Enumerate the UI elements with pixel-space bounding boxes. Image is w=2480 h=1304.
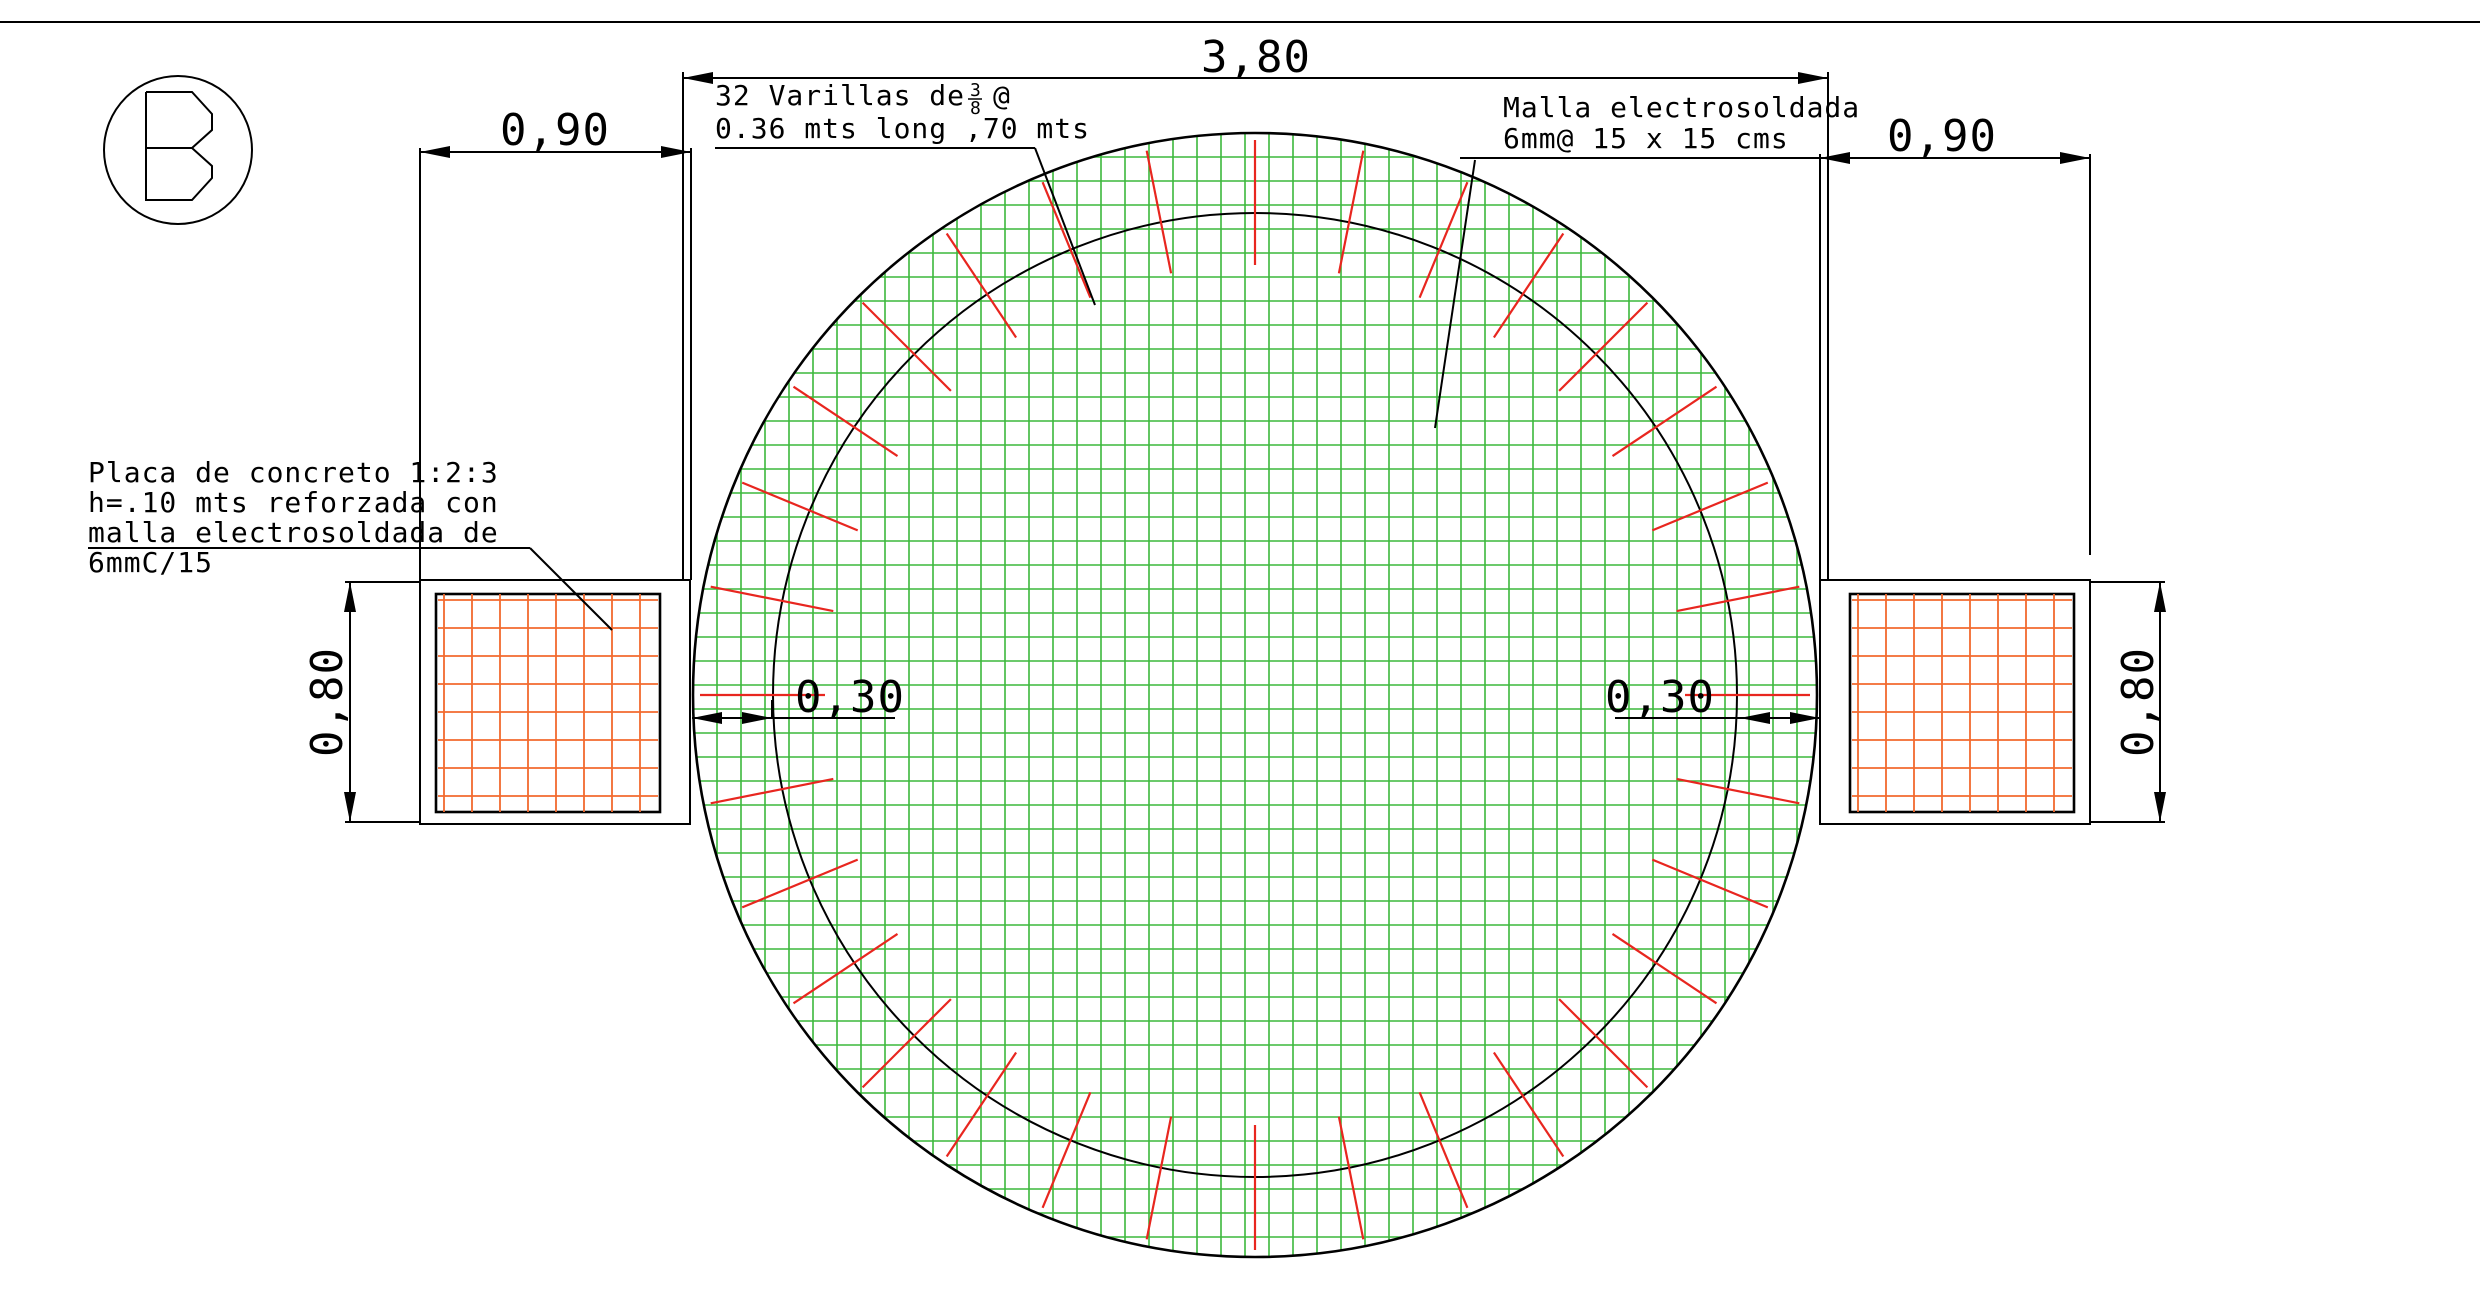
radial-rebar [1492, 232, 1565, 339]
right-wing [1819, 579, 2091, 825]
left-wing [419, 579, 691, 825]
dim-rh-arrow-top [2154, 582, 2166, 612]
note-rebars-frac-num: 3 [970, 80, 981, 101]
note-mesh-line2: 6mm@ 15 x 15 cms [1503, 122, 1789, 155]
radial-rebar [1651, 481, 1769, 532]
dim-right-arrow-a [1820, 152, 1850, 164]
radial-rebar [1418, 1091, 1469, 1209]
radial-rebar [861, 301, 952, 392]
radial-rebar [710, 777, 834, 805]
dimension-left-offset: 0,30 [692, 672, 905, 724]
section-marker-circle [103, 75, 253, 225]
radial-rebar [710, 585, 834, 613]
radial-rebar [1041, 181, 1092, 299]
dim-lo-label: 0,30 [795, 672, 905, 723]
note-rebars-frac-den: 8 [970, 98, 981, 119]
radial-rebar [1145, 1116, 1173, 1240]
section-marker-label: B [10, 9, 11, 11]
tank-outer-circle [691, 131, 1819, 1259]
dim-ro-label: 0,30 [1605, 672, 1715, 723]
dim-right-arrow-b [2060, 152, 2090, 164]
dim-lh-arrow-bottom [344, 792, 356, 822]
note-rebars: 32 Varillas de 3 8 @ 0.36 mts long ,70 m… [715, 79, 1096, 306]
dim-left-label: 0,90 [500, 105, 610, 156]
radial-rebar [1492, 1051, 1565, 1158]
dim-left-arrow-a [420, 146, 450, 158]
radial-rebar [1611, 385, 1718, 458]
dimension-right-wing-width: 0,90 [1819, 111, 2091, 580]
radial-rebars [700, 140, 1810, 1250]
radial-rebar [741, 858, 859, 909]
radial-rebar [792, 385, 899, 458]
radial-rebar [1676, 585, 1800, 613]
note-mesh-leader [1434, 159, 1476, 429]
right-wing-outer [1819, 579, 2091, 825]
note-rebars-line2: 0.36 mts long ,70 mts [715, 112, 1090, 145]
dim-overall-arrow-right [1798, 72, 1828, 84]
radial-rebar [792, 932, 899, 1005]
dim-rh-label: 0,80 [2113, 647, 2164, 757]
note-rebars-leader [1034, 147, 1096, 306]
note-mesh-line1: Malla electrosoldada [1503, 91, 1860, 124]
dim-left-arrow-b [661, 146, 691, 158]
dim-ro-arrow-b [1790, 712, 1820, 724]
radial-rebar [945, 1051, 1018, 1158]
radial-rebar [1651, 858, 1769, 909]
section-marker-letter-b [145, 91, 213, 201]
left-wing-outer [419, 579, 691, 825]
radial-rebar [1558, 301, 1649, 392]
dimension-left-wing-height: 0,80 [302, 581, 420, 823]
note-rebars-line1: 32 Varillas de [715, 79, 965, 112]
dimension-right-wing-height: 0,80 [2090, 581, 2166, 823]
note-slab-line3: malla electrosoldada de [88, 516, 499, 549]
dimension-left-wing-width: 0,90 [419, 105, 692, 580]
radial-rebar [1611, 932, 1718, 1005]
radial-rebar [945, 232, 1018, 339]
note-mesh: Malla electrosoldada 6mm@ 15 x 15 cms [1434, 91, 1860, 429]
left-wing-mesh [438, 594, 658, 812]
dim-right-label: 0,90 [1887, 111, 1997, 162]
left-wing-inner [434, 592, 662, 814]
dim-lo-arrow-b [742, 712, 772, 724]
radial-rebar [1337, 150, 1365, 274]
note-slab-line1: Placa de concreto 1:2:3 [88, 456, 499, 489]
dimension-right-offset: 0,30 [1605, 672, 1820, 724]
dim-lh-label: 0,80 [302, 647, 353, 757]
radial-rebar [741, 481, 859, 532]
radial-rebar [1676, 777, 1800, 805]
dim-overall-label: 3,80 [1201, 32, 1311, 83]
right-wing-inner [1848, 592, 2076, 814]
dim-lh-arrow-top [344, 582, 356, 612]
note-slab-leader [529, 547, 613, 631]
note-slab-line2: h=.10 mts reforzada con [88, 486, 499, 519]
note-rebars-prefix: 32 Varillas de [715, 79, 965, 112]
dim-rh-arrow-bottom [2154, 792, 2166, 822]
radial-rebar [1558, 998, 1649, 1089]
dim-ro-arrow-a [1740, 712, 1770, 724]
section-marker: B [10, 9, 253, 225]
dim-lo-arrow-a [692, 712, 722, 724]
radial-rebar [1145, 150, 1173, 274]
note-slab-line4: 6mmC/15 [88, 546, 213, 579]
dim-overall-arrow-left [683, 72, 713, 84]
radial-rebar [1337, 1116, 1365, 1240]
radial-rebar [1418, 181, 1469, 299]
right-wing-mesh [1852, 594, 2072, 812]
note-slab: Placa de concreto 1:2:3 h=.10 mts reforz… [88, 456, 613, 631]
note-rebars-suffix: @ [993, 79, 1011, 112]
radial-rebar [861, 998, 952, 1089]
radial-rebar [1041, 1091, 1092, 1209]
